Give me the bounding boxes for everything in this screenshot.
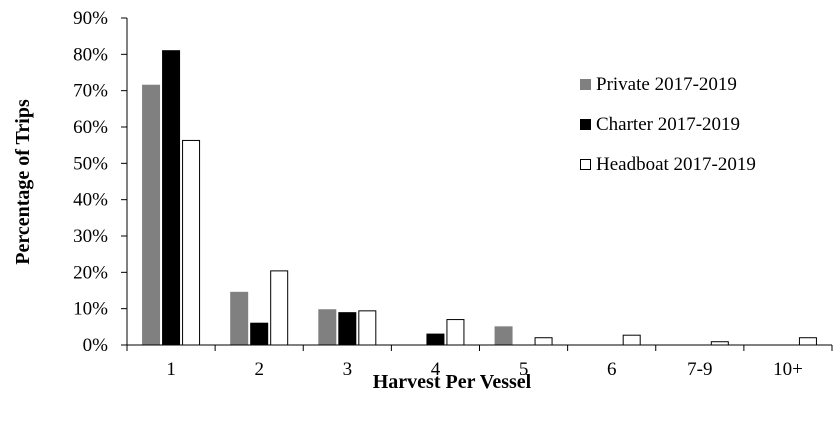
legend-label-3: Headboat 2017-2019	[596, 154, 756, 175]
bar-2-3	[338, 312, 357, 346]
y-tick-label: 10%	[73, 299, 108, 320]
bar-2-2	[250, 322, 269, 346]
legend-label-1: Private 2017-2019	[596, 74, 737, 95]
y-axis-title: Percentage of Trips	[12, 99, 34, 265]
x-tick-label: 7-9	[687, 359, 712, 380]
y-tick-label: 80%	[73, 44, 108, 65]
bar-2-4	[426, 333, 445, 346]
bar-1-2	[230, 291, 249, 346]
bar-2-1	[162, 50, 181, 346]
x-tick-label: 4	[431, 359, 441, 380]
bar-3-5	[534, 337, 553, 346]
x-tick-label: 3	[343, 359, 353, 380]
bar-1-5	[494, 326, 513, 346]
bars-layer	[142, 50, 817, 346]
bar-3-4	[446, 319, 465, 346]
x-tick-label: 1	[166, 359, 176, 380]
y-ticks-layer: 0% 10% 20% 30% 40% 50% 60% 70% 80% 90%	[73, 8, 127, 356]
x-tick-label: 2	[254, 359, 264, 380]
x-tick-label: 6	[607, 359, 617, 380]
y-tick-label: 60%	[73, 117, 108, 138]
y-tick-label: 50%	[73, 153, 108, 174]
x-tick-label: 5	[519, 359, 529, 380]
bar-3-1	[182, 139, 201, 346]
x-tick-label: 10+	[773, 359, 803, 380]
y-tick-label: 0%	[83, 335, 109, 356]
legend-label-2: Charter 2017-2019	[596, 114, 740, 135]
bar-3-6	[622, 334, 641, 346]
legend-swatch-3	[580, 159, 591, 170]
bar-3-2	[270, 270, 289, 346]
x-ticks-layer: 1 2 3 4 5 6 7-9 10+	[126, 345, 833, 380]
bar-1-3	[318, 309, 337, 346]
bar-3-3	[358, 310, 377, 346]
x-axis-title: Harvest Per Vessel	[373, 371, 532, 393]
y-tick-label: 70%	[73, 81, 108, 102]
y-tick-label: 20%	[73, 262, 108, 283]
legend: Private 2017-2019 Charter 2017-2019 Headbo…	[580, 74, 756, 175]
bar-3-10+	[798, 337, 817, 346]
y-tick-label: 40%	[73, 190, 108, 211]
y-tick-label: 90%	[73, 8, 108, 29]
y-tick-label: 30%	[73, 226, 108, 247]
legend-swatch-2	[580, 119, 591, 130]
legend-swatch-1	[580, 79, 591, 90]
bar-1-1	[142, 84, 161, 346]
